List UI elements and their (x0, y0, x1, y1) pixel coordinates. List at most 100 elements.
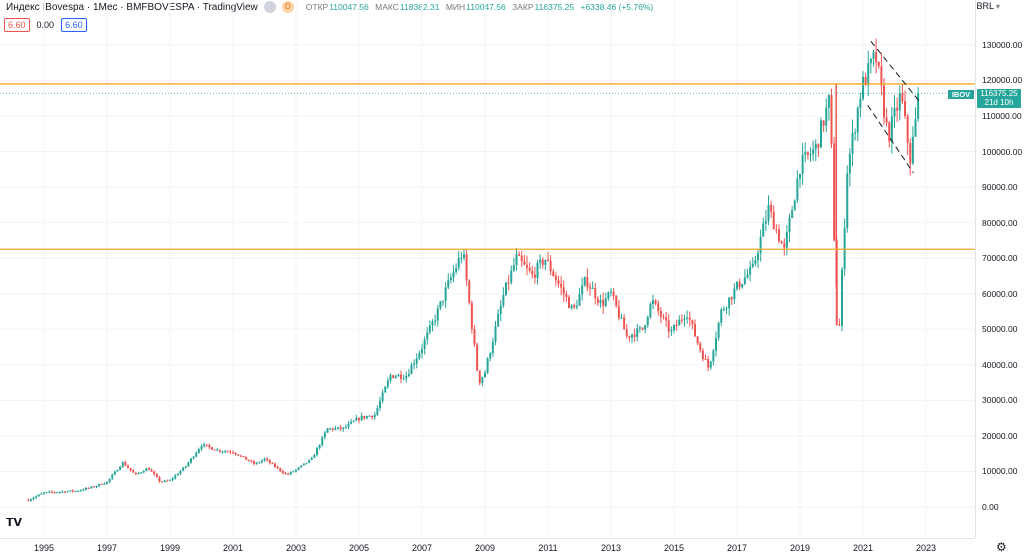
indicator-left-value[interactable]: 6.60 (4, 18, 30, 32)
candle-body (66, 491, 69, 493)
currency-selector[interactable]: BRL (976, 1, 1000, 11)
candle-body (486, 358, 489, 373)
candle-body (523, 261, 526, 265)
candle-body (526, 264, 528, 268)
candle-body (547, 259, 549, 261)
indicator-right-value[interactable]: 6.60 (61, 18, 87, 32)
candle-body (757, 253, 759, 261)
candle-body (568, 297, 570, 309)
candle-body (877, 61, 880, 67)
candle-body (856, 107, 859, 133)
candle-body (596, 298, 599, 303)
candle-body (604, 298, 607, 307)
candle-body (284, 473, 287, 475)
trendlines[interactable] (867, 40, 921, 174)
candle-body (775, 229, 778, 231)
candle-body (224, 451, 227, 453)
candle-body (316, 448, 318, 455)
candle-body (124, 462, 127, 466)
price-tick-label: 70000.00 (982, 253, 1018, 264)
candle-body (79, 490, 82, 492)
candle-body (263, 458, 266, 461)
candle-body (132, 470, 135, 473)
candle-body (119, 466, 122, 471)
candle-body (226, 451, 229, 453)
candle-body (239, 455, 242, 457)
candle-body (158, 477, 161, 482)
candle-body (686, 317, 689, 319)
candle-body (331, 428, 334, 430)
candle-body (841, 269, 843, 326)
candle-body (904, 101, 906, 116)
price-tick-label: 0.00 (982, 502, 999, 512)
candle-body (334, 428, 337, 430)
candle-body (591, 288, 594, 290)
candle-body (234, 452, 237, 455)
candle-body (203, 444, 206, 447)
candle-body (890, 116, 893, 142)
candle-body (809, 154, 812, 156)
candle-body (707, 359, 710, 368)
candle-body (468, 280, 471, 303)
candle-body (292, 471, 295, 473)
time-tick-label: 2021 (852, 543, 874, 553)
candle-body (581, 285, 584, 295)
candle-body (310, 457, 313, 460)
candle-body (783, 243, 786, 248)
candle-body (736, 281, 738, 289)
candle-body (746, 274, 749, 278)
candle-body (570, 305, 573, 309)
delayed-badge[interactable]: D (281, 1, 294, 13)
trendline[interactable] (867, 105, 914, 174)
candle-body (174, 475, 177, 479)
candle-body (759, 236, 762, 254)
candle-body (806, 152, 809, 155)
candle-body (106, 481, 108, 484)
candle-body (683, 318, 686, 320)
time-tick-label: 1999 (159, 543, 181, 553)
candle-body (347, 423, 350, 428)
candle-body (85, 487, 87, 490)
candle-body (827, 94, 830, 108)
candle-body (633, 334, 636, 337)
candle-body (95, 485, 98, 488)
candle-body (788, 217, 791, 233)
ohlc-low-label: МИН (445, 2, 466, 12)
tradingview-logo-icon[interactable]: 𝗧𝗩 (6, 517, 23, 529)
candle-body (108, 478, 111, 482)
candle-body (271, 462, 274, 464)
time-tick-label: 2009 (474, 543, 496, 553)
candle-body (268, 460, 271, 463)
candle-body (817, 143, 820, 148)
candle-body (434, 320, 437, 322)
candle-body (801, 154, 804, 175)
candle-body (321, 437, 324, 446)
candle-body (100, 484, 103, 486)
horizontal-levels[interactable] (0, 83, 975, 250)
candle-body (127, 465, 129, 468)
candle-body (644, 325, 647, 330)
candle-body (150, 469, 153, 472)
trendline[interactable] (870, 40, 921, 103)
indicator-mid-value: 0.00 (36, 20, 55, 30)
candle-body (730, 297, 733, 300)
time-tick-label: 2015 (663, 543, 685, 553)
candle-body (636, 328, 639, 337)
candle-body (358, 417, 360, 420)
candle-body (667, 320, 670, 332)
candle-body (148, 468, 150, 470)
candle-body (32, 497, 35, 500)
symbol-title[interactable]: Индекс IBovespa · 1Мес · BMFBOVESPA · Tr… (6, 1, 258, 13)
time-tick-label: 2011 (538, 543, 558, 553)
candle-body (363, 415, 366, 419)
candle-body (439, 301, 442, 309)
candle-body (287, 473, 290, 475)
candle-body (211, 447, 213, 450)
settings-gear-icon[interactable]: ⚙ (996, 540, 1007, 554)
candle-body (701, 350, 704, 359)
candle-body (371, 415, 374, 418)
candle-body (699, 343, 702, 351)
candle-body (200, 446, 203, 450)
candle-body (691, 319, 694, 325)
price-chart[interactable] (0, 0, 975, 538)
